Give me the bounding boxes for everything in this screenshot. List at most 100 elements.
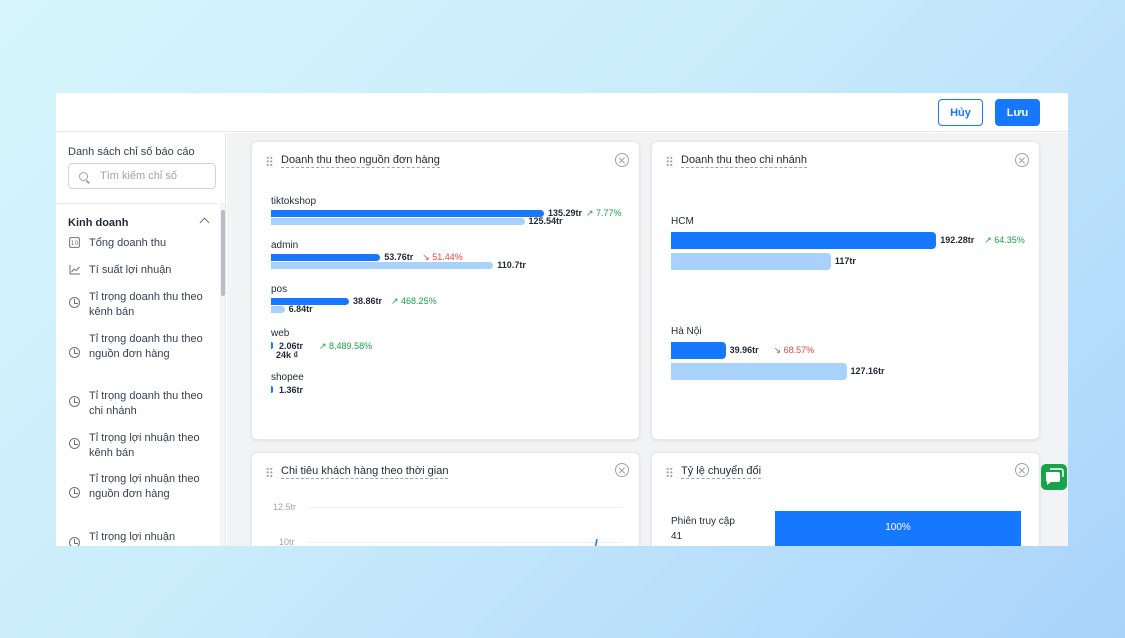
drag-handle-icon[interactable] [266, 466, 273, 478]
sidebar-item-profit-margin[interactable]: Tí suất lợi nhuận [68, 263, 208, 278]
bar-category-label: pos [271, 284, 288, 295]
bar-current [271, 342, 273, 349]
bar-current [271, 298, 349, 305]
sidebar-item-revenue-share-channel[interactable]: Tỉ trọng doanh thu theo kênh bán [68, 290, 208, 320]
sidebar-item-label: Tí suất lợi nhuận [89, 264, 172, 276]
pie-chart-icon [68, 536, 81, 546]
metric-search-input[interactable]: Tìm kiếm chỉ số [68, 163, 216, 189]
sidebar-item-label: Tỉ trọng lợi nhuận theo kênh bán [89, 432, 200, 459]
close-icon[interactable] [1015, 153, 1029, 167]
bar-current-value: 1.36tr [279, 385, 304, 395]
pie-chart-icon [68, 296, 81, 309]
bar-current-value: 38.86tr [353, 295, 383, 306]
bar-current-value: 2.06tr [279, 341, 304, 351]
bar-change-percent: ↗ 468.25% [391, 295, 437, 306]
bar-current [671, 342, 726, 359]
card-revenue-by-branch: Doanh thu theo chi nhánh HCM 192.28tr ↗ 64… [651, 141, 1040, 440]
sidebar-item-profit-share-source[interactable]: Tỉ trọng lợi nhuận theo nguồn đơn hàng [68, 472, 208, 502]
card-title: Doanh thu theo nguồn đơn hàng [281, 154, 440, 168]
funnel-stage-label: Phiên truy cập [671, 516, 735, 527]
bar-change-percent: ↘ 51.44% [422, 251, 463, 262]
card-title: Chi tiêu khách hàng theo thời gian [281, 465, 449, 479]
save-button[interactable]: Lưu [995, 99, 1040, 126]
group-label: Kinh doanh [68, 217, 129, 229]
chat-icon [1045, 468, 1064, 485]
sidebar-item-label: Tổng doanh thu [89, 237, 167, 249]
bar-current-value: 192.28tr [940, 234, 975, 245]
bar-current [271, 210, 544, 217]
close-icon[interactable] [1015, 463, 1029, 477]
bar-previous [671, 363, 847, 380]
card-title: Doanh thu theo chi nhánh [681, 154, 807, 168]
top-bar: Hủy Lưu [56, 93, 1068, 132]
card-conversion-rate: Tỷ lệ chuyển đổi Phiên truy cập 41 100% [651, 452, 1040, 546]
bar-previous-value: 24k ₫ [276, 350, 299, 360]
bar-change-percent: ↗ 8,489.58% [319, 341, 373, 351]
line-chart-icon [68, 263, 81, 276]
pie-chart-icon [68, 346, 81, 359]
funnel-stage-count: 41 [671, 531, 683, 542]
bar-previous [271, 218, 525, 225]
sidebar-item-label: Tỉ trọng lợi nhuận theo nguồn đơn hàng [89, 473, 200, 500]
bar-previous-value: 110.7tr [497, 259, 526, 270]
sidebar-item-label: Tỉ trọng doanh thu theo chi nhánh [89, 390, 203, 417]
grid-line [307, 542, 622, 543]
search-placeholder: Tìm kiếm chỉ số [100, 170, 178, 182]
metrics-sidebar: Danh sách chỉ số báo cáo Tìm kiếm chỉ số… [56, 133, 226, 546]
bar-category-label: tiktokshop [271, 196, 317, 207]
pie-chart-icon [68, 437, 81, 450]
sidebar-item-revenue-share-source[interactable]: Tỉ trọng doanh thu theo nguồn đơn hàng [68, 332, 208, 362]
bar-current-value: 39.96tr [729, 344, 759, 355]
bar-previous [271, 262, 494, 269]
search-icon [79, 171, 88, 181]
close-icon[interactable] [615, 153, 629, 167]
bar-previous-value: 125.54tr [528, 215, 563, 226]
calendar-number-icon: 10 [68, 236, 81, 249]
dashboard-canvas: Doanh thu theo nguồn đơn hàng tiktokshop… [227, 133, 1068, 546]
group-kinh-doanh[interactable]: Kinh doanh [68, 217, 210, 229]
sidebar-scrollbar[interactable] [220, 203, 225, 546]
bar-change-percent: ↗ 64.35% [984, 234, 1025, 245]
cancel-button[interactable]: Hủy [938, 99, 983, 126]
card-title: Tỷ lệ chuyển đổi [681, 465, 762, 479]
drag-handle-icon[interactable] [666, 466, 673, 478]
y-tick-label: 10tr [279, 537, 295, 546]
bar-current [271, 254, 381, 261]
sidebar-item-revenue-share-branch[interactable]: Tỉ trọng doanh thu theo chi nhánh [68, 389, 208, 419]
chevron-up-icon[interactable] [199, 217, 210, 228]
drag-handle-icon[interactable] [266, 155, 273, 167]
drag-handle-icon[interactable] [666, 155, 673, 167]
bar-previous [671, 253, 831, 270]
bar-current [671, 232, 937, 249]
svg-text:10: 10 [71, 240, 79, 247]
sidebar-item-profit-share[interactable]: Tỉ trọng lợi nhuận [68, 530, 208, 546]
card-header: Chi tiêu khách hàng theo thời gian [266, 465, 449, 479]
bar-current-value: 53.76tr [384, 251, 414, 262]
bar-change-percent: ↘ 68.57% [773, 344, 815, 355]
pie-chart-icon [68, 395, 81, 408]
bar-previous-value: 6.84tr [288, 303, 313, 314]
card-header: Tỷ lệ chuyển đổi [666, 465, 762, 479]
card-header: Doanh thu theo nguồn đơn hàng [266, 154, 440, 168]
bar-category-label: HCM [671, 216, 694, 227]
bar-current [271, 386, 273, 393]
bar-category-label: admin [271, 240, 299, 251]
bar-category-label: web [271, 328, 290, 339]
pie-chart-icon [68, 486, 81, 499]
sidebar-title: Danh sách chỉ số báo cáo [68, 146, 195, 158]
card-revenue-by-source: Doanh thu theo nguồn đơn hàng tiktokshop… [251, 141, 640, 440]
sidebar-item-label: Tỉ trọng lợi nhuận [89, 531, 176, 543]
sidebar-scroll-thumb[interactable] [221, 210, 225, 296]
funnel-bar: 100% [775, 511, 1021, 546]
card-header: Doanh thu theo chi nhánh [666, 154, 807, 168]
sidebar-divider [56, 203, 218, 204]
sidebar-item-total-revenue[interactable]: 10 Tổng doanh thu [68, 236, 208, 251]
close-icon[interactable] [615, 463, 629, 477]
card-customer-spending: Chi tiêu khách hàng theo thời gian 12.5t… [251, 452, 640, 546]
y-tick-label: 12.5tr [273, 502, 297, 512]
chat-button[interactable] [1041, 464, 1067, 490]
bar-previous-value: 127.16tr [850, 365, 885, 376]
sidebar-item-profit-share-channel[interactable]: Tỉ trọng lợi nhuận theo kênh bán [68, 431, 208, 461]
bar-category-label: Hà Nội [671, 326, 702, 337]
report-editor-window: Hủy Lưu Danh sách chỉ số báo cáo Tìm kiế… [56, 93, 1068, 546]
